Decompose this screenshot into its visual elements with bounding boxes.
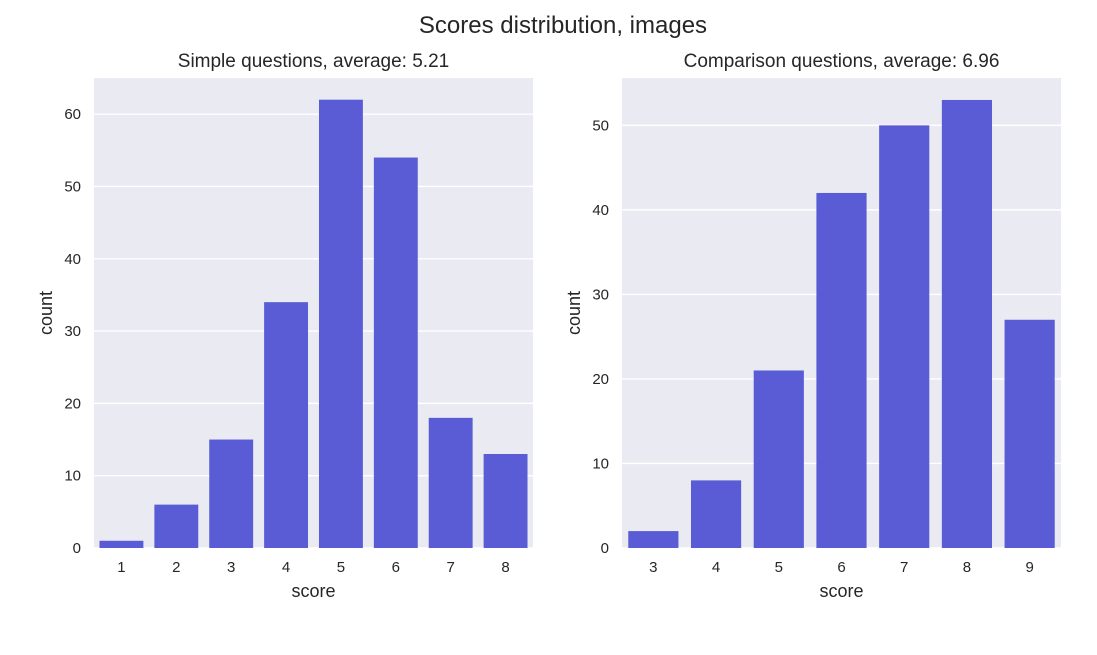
y-tick-label: 30 xyxy=(592,286,609,303)
x-tick-label: 4 xyxy=(282,559,290,576)
figure-title: Scores distribution, images xyxy=(419,12,707,39)
y-tick-label: 30 xyxy=(64,323,81,340)
chart-simple-questions: Simple questions, average: 5.21 score co… xyxy=(36,51,533,601)
bar-score-9 xyxy=(1004,319,1055,548)
chart-title: Simple questions, average: 5.21 xyxy=(178,51,449,72)
bar-score-8 xyxy=(941,99,993,548)
bar-score-6 xyxy=(816,192,867,548)
x-tick-label: 3 xyxy=(227,559,235,576)
bar-score-7 xyxy=(428,417,473,548)
bar-score-4 xyxy=(690,480,742,548)
y-tick-label: 10 xyxy=(64,468,81,485)
x-axis-label: score xyxy=(291,581,335,601)
bar-score-7 xyxy=(879,125,930,548)
y-tick-label: 60 xyxy=(64,106,81,123)
bar-score-8 xyxy=(483,454,528,548)
x-tick-label: 9 xyxy=(1025,559,1033,576)
y-tick-label: 20 xyxy=(592,371,609,388)
x-tick-label: 6 xyxy=(392,559,400,576)
x-tick-label: 6 xyxy=(837,559,845,576)
chart-comparison-questions: Comparison questions, average: 6.96 scor… xyxy=(564,51,1061,601)
y-tick-label: 20 xyxy=(64,395,81,412)
y-axis-label: count xyxy=(564,291,584,335)
x-tick-label: 7 xyxy=(900,559,908,576)
x-tick-label: 5 xyxy=(337,559,345,576)
x-tick-label: 8 xyxy=(501,559,509,576)
bar-score-2 xyxy=(154,504,199,548)
x-tick-label: 1 xyxy=(117,559,125,576)
y-axis-label: count xyxy=(36,291,56,335)
x-tick-label: 4 xyxy=(712,559,720,576)
bar-score-3 xyxy=(209,439,254,548)
x-tick-label: 5 xyxy=(775,559,783,576)
y-tick-label: 40 xyxy=(592,202,609,219)
chart-title: Comparison questions, average: 6.96 xyxy=(684,51,1000,72)
x-tick-label: 7 xyxy=(447,559,455,576)
bar-score-5 xyxy=(318,99,363,548)
y-tick-label: 50 xyxy=(64,178,81,195)
x-tick-label: 2 xyxy=(172,559,180,576)
y-tick-label: 0 xyxy=(73,540,81,557)
x-tick-label: 3 xyxy=(649,559,657,576)
bar-score-6 xyxy=(373,157,418,549)
y-tick-label: 0 xyxy=(601,540,609,557)
bar-score-4 xyxy=(264,302,309,548)
y-tick-label: 50 xyxy=(592,117,609,134)
x-tick-label: 8 xyxy=(963,559,971,576)
x-axis-label: score xyxy=(819,581,863,601)
y-tick-label: 40 xyxy=(64,251,81,268)
bar-score-1 xyxy=(99,540,144,548)
bar-score-5 xyxy=(753,370,804,548)
y-tick-label: 10 xyxy=(592,455,609,472)
bar-score-3 xyxy=(628,531,679,548)
